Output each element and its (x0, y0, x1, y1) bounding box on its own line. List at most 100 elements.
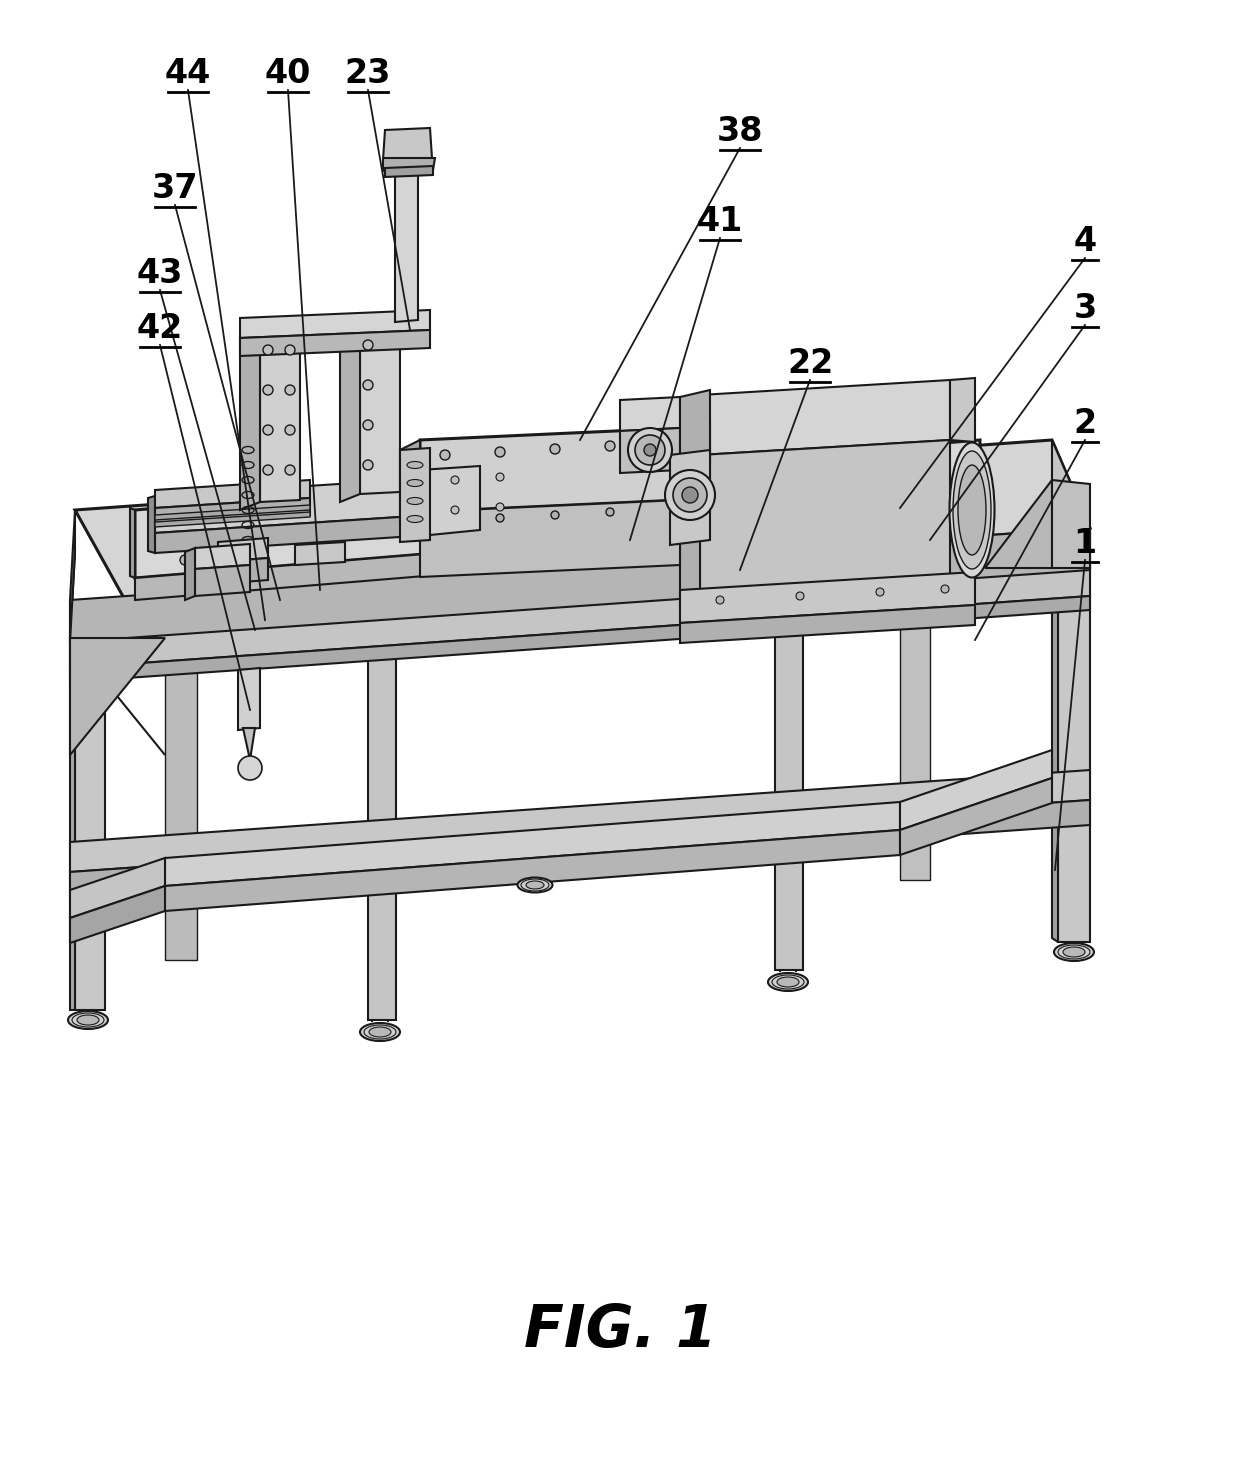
Polygon shape (420, 501, 680, 577)
Circle shape (363, 381, 373, 389)
Circle shape (263, 385, 273, 395)
Ellipse shape (407, 461, 423, 468)
Circle shape (263, 346, 273, 354)
Circle shape (496, 473, 503, 482)
Polygon shape (69, 638, 165, 755)
Polygon shape (69, 638, 74, 1010)
Polygon shape (620, 397, 680, 430)
Polygon shape (241, 329, 260, 509)
Circle shape (606, 508, 614, 515)
Circle shape (329, 515, 341, 529)
Polygon shape (218, 558, 268, 584)
Circle shape (682, 488, 698, 504)
Ellipse shape (407, 480, 423, 486)
Circle shape (635, 435, 665, 466)
Circle shape (451, 476, 459, 485)
Text: 3: 3 (1074, 291, 1096, 325)
Polygon shape (384, 165, 433, 177)
Polygon shape (155, 498, 310, 526)
Polygon shape (69, 529, 1090, 643)
Polygon shape (238, 668, 260, 731)
Polygon shape (135, 441, 980, 578)
Circle shape (263, 466, 273, 474)
Polygon shape (243, 728, 255, 760)
Polygon shape (260, 328, 300, 502)
Ellipse shape (950, 442, 994, 577)
Polygon shape (165, 830, 900, 911)
Polygon shape (360, 321, 401, 493)
Polygon shape (670, 449, 711, 545)
Polygon shape (155, 480, 310, 508)
Polygon shape (680, 389, 711, 470)
Circle shape (155, 555, 165, 565)
Polygon shape (218, 537, 268, 562)
Circle shape (551, 444, 560, 454)
Circle shape (363, 420, 373, 430)
Polygon shape (1058, 568, 1090, 941)
Polygon shape (1052, 441, 1090, 568)
Polygon shape (1052, 480, 1058, 941)
Text: 43: 43 (136, 258, 184, 290)
Circle shape (179, 524, 191, 536)
Polygon shape (69, 770, 1090, 873)
Ellipse shape (526, 881, 544, 889)
Circle shape (285, 425, 295, 435)
Text: FIG. 1: FIG. 1 (523, 1301, 717, 1359)
Polygon shape (420, 427, 680, 512)
Ellipse shape (360, 1023, 401, 1041)
Ellipse shape (517, 877, 553, 893)
Polygon shape (401, 441, 420, 523)
Polygon shape (241, 329, 430, 356)
Circle shape (585, 533, 595, 543)
Polygon shape (900, 750, 1052, 830)
Circle shape (285, 548, 295, 558)
Circle shape (673, 479, 707, 512)
Polygon shape (130, 508, 135, 578)
Ellipse shape (407, 498, 423, 505)
Polygon shape (383, 127, 432, 160)
Circle shape (895, 515, 905, 526)
Circle shape (330, 548, 340, 556)
Polygon shape (900, 777, 1052, 855)
Circle shape (627, 427, 672, 471)
Polygon shape (155, 512, 310, 527)
Polygon shape (680, 572, 975, 624)
Text: 2: 2 (1074, 407, 1096, 441)
Ellipse shape (77, 1015, 99, 1025)
Circle shape (495, 447, 505, 457)
Polygon shape (383, 158, 435, 171)
Text: 37: 37 (151, 171, 198, 205)
Polygon shape (69, 799, 1090, 897)
Circle shape (941, 586, 949, 593)
Polygon shape (680, 420, 711, 501)
Circle shape (605, 441, 615, 451)
Circle shape (551, 511, 559, 520)
Polygon shape (69, 509, 74, 643)
Polygon shape (155, 515, 430, 553)
Circle shape (238, 755, 262, 780)
Polygon shape (155, 505, 310, 520)
Polygon shape (69, 886, 165, 943)
Polygon shape (420, 466, 480, 536)
Circle shape (794, 492, 806, 504)
Polygon shape (340, 322, 360, 502)
Polygon shape (165, 555, 197, 960)
Polygon shape (69, 596, 1090, 682)
Circle shape (644, 444, 656, 455)
Ellipse shape (768, 974, 808, 991)
Text: 42: 42 (136, 312, 184, 346)
Polygon shape (620, 427, 680, 473)
Ellipse shape (1054, 943, 1094, 960)
Polygon shape (401, 448, 430, 542)
Circle shape (285, 346, 295, 354)
Polygon shape (135, 508, 980, 600)
Circle shape (715, 596, 724, 605)
Text: 44: 44 (165, 57, 211, 89)
Circle shape (441, 515, 449, 524)
Text: 23: 23 (345, 57, 391, 89)
Circle shape (665, 470, 715, 520)
Ellipse shape (370, 1028, 391, 1037)
Polygon shape (368, 625, 396, 1020)
Polygon shape (680, 395, 701, 610)
Polygon shape (241, 310, 430, 338)
